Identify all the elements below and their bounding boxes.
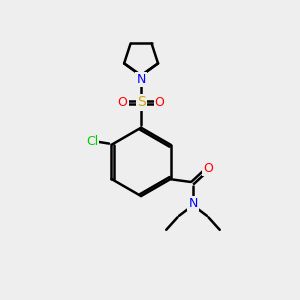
Text: O: O <box>203 162 213 175</box>
Text: S: S <box>137 95 146 110</box>
Text: O: O <box>154 96 164 109</box>
Text: Cl: Cl <box>86 135 98 148</box>
Text: O: O <box>118 96 128 109</box>
Text: N: N <box>188 197 198 210</box>
Text: N: N <box>136 73 146 86</box>
